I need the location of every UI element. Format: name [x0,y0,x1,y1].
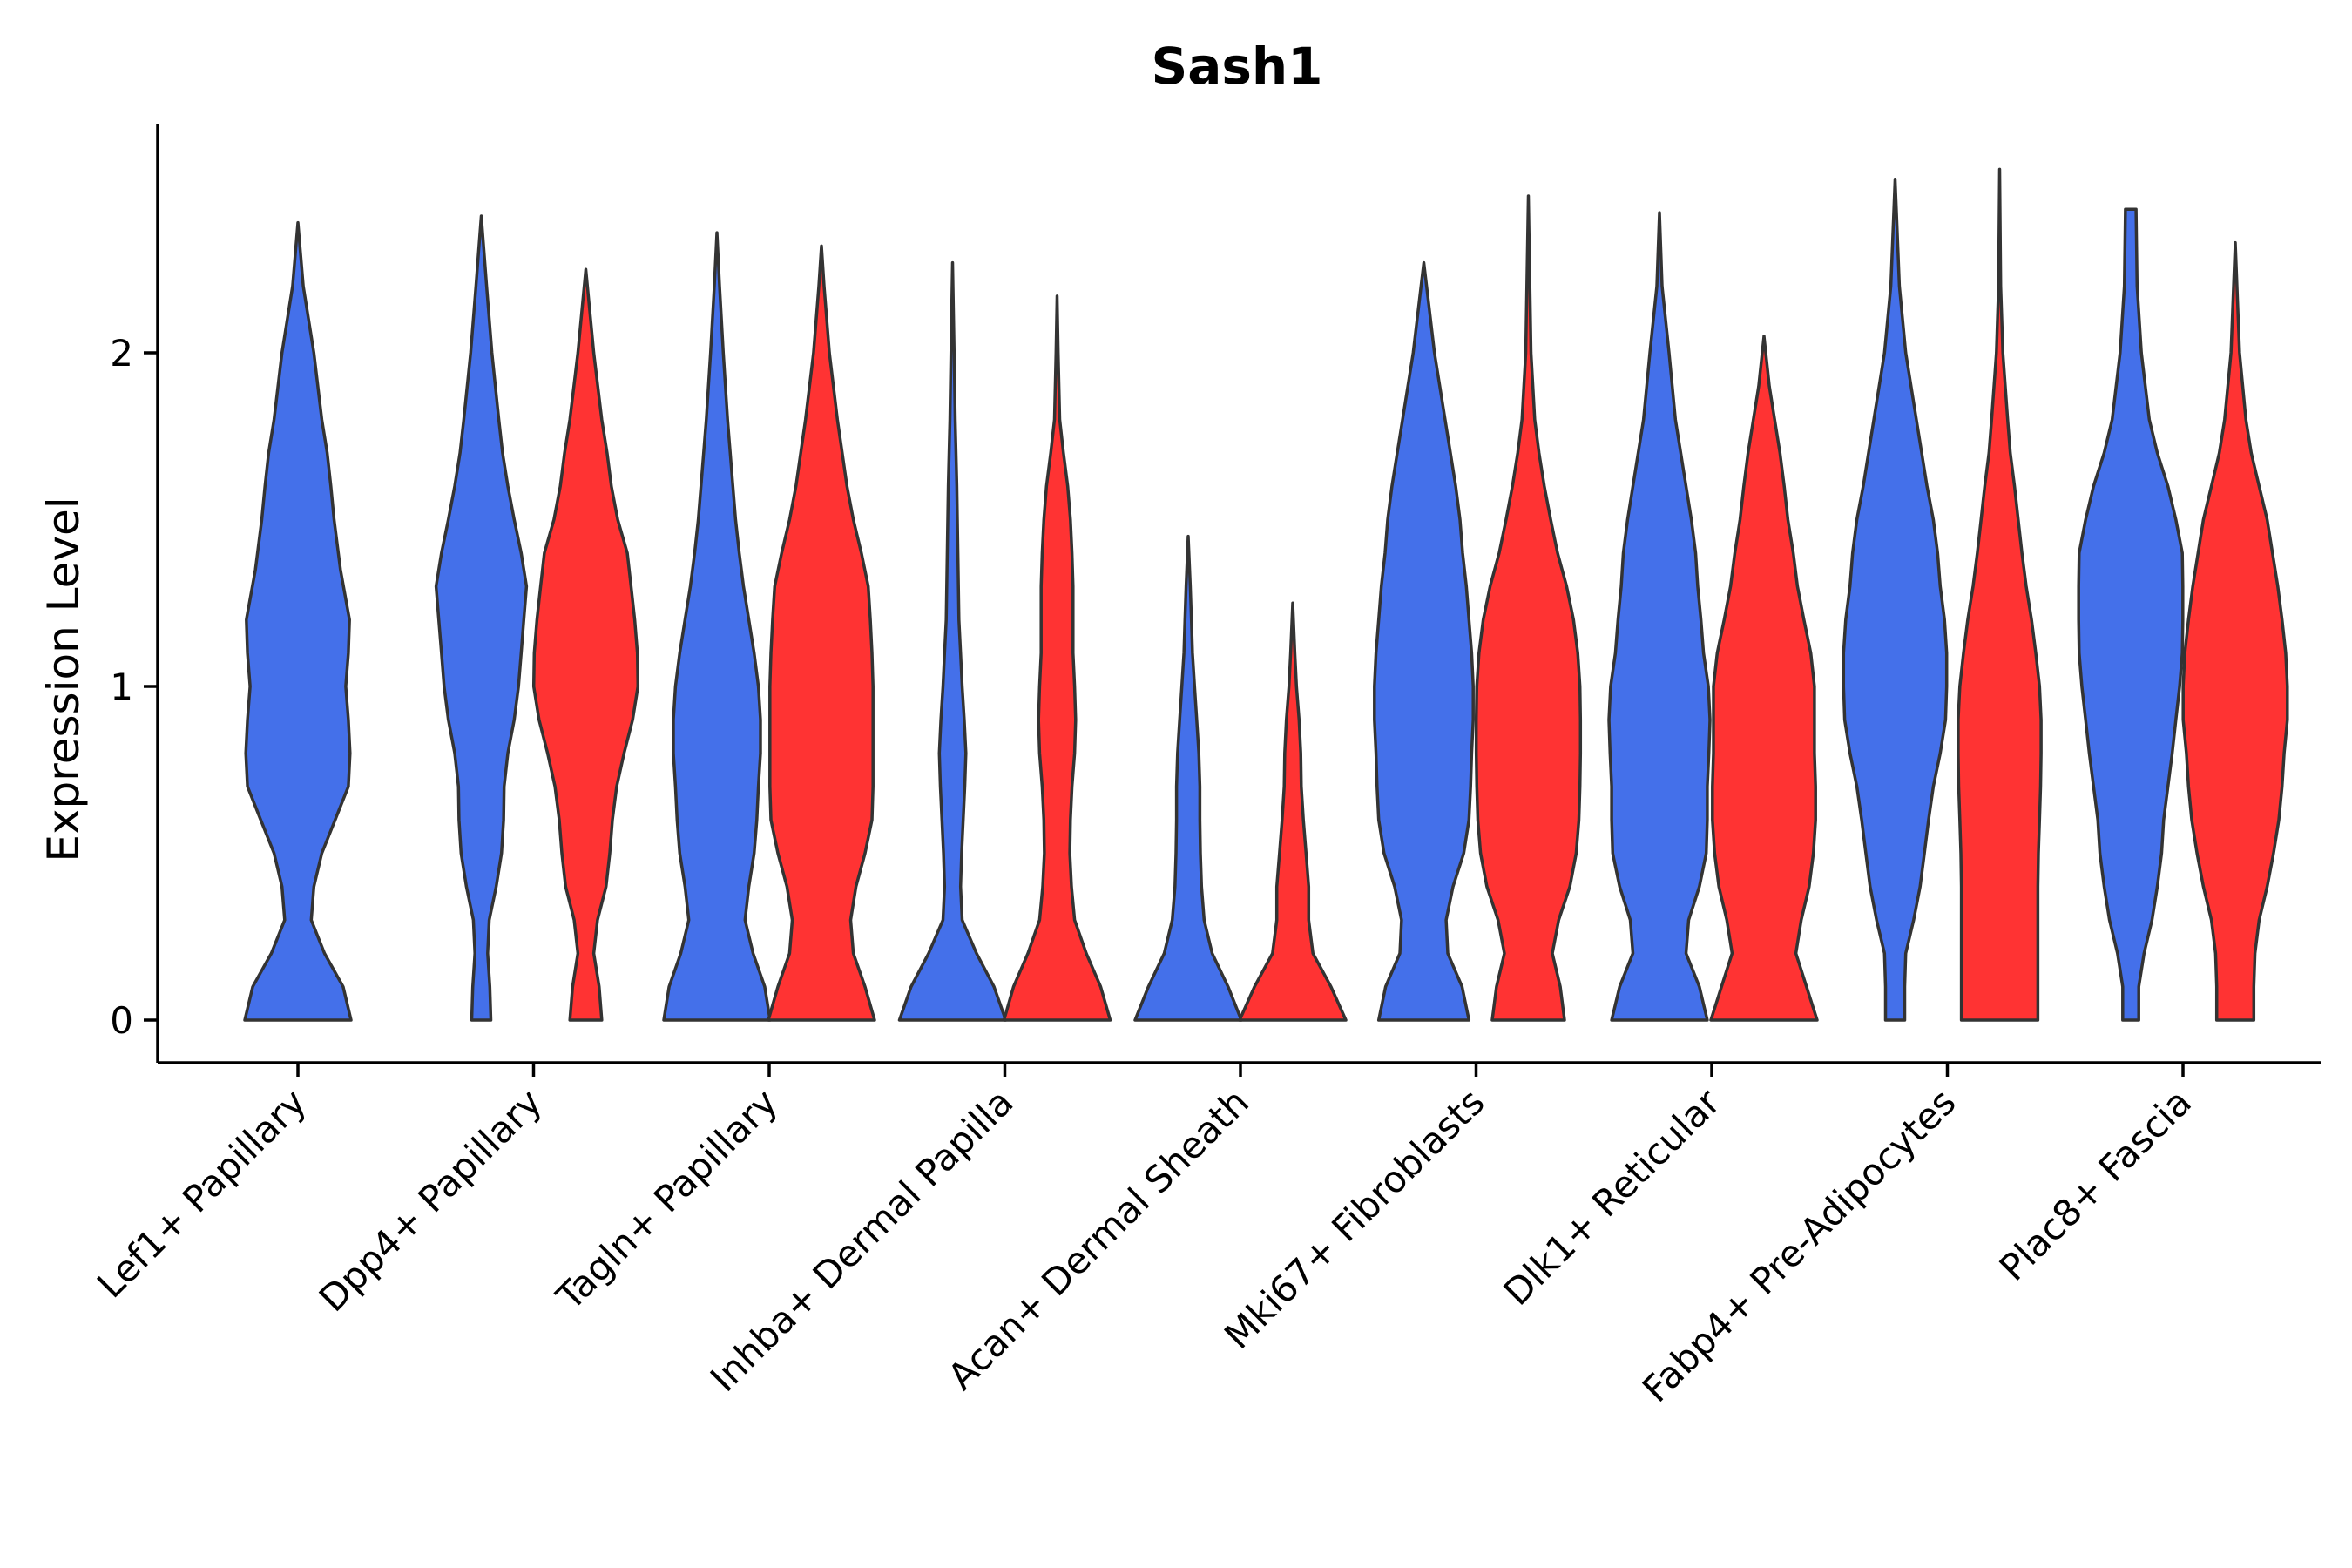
violin-7-group_1 [1842,178,1949,1022]
x-tick-label-8: Plac8+ Fascia [1991,1080,2200,1288]
violin-8-group_1 [2077,207,2185,1022]
y-tick-label-1: 1 [110,666,133,708]
violin-5-group_2 [1474,194,1583,1022]
violin-3-group_1 [897,260,1008,1022]
violin-1-group_1 [434,214,529,1022]
y-ticks: 0 1 2 [110,332,158,1042]
y-tick-label-0: 0 [110,999,133,1042]
x-tick-label-6: Dlk1+ Reticular [1496,1080,1729,1314]
violin-4-group_2 [1238,601,1348,1022]
violin-1-group_2 [531,267,640,1022]
violin-0-group_1 [243,220,353,1022]
x-tick-label-0: Lef1+ Papillary [89,1080,314,1306]
violin-3-group_2 [1002,294,1112,1022]
violin-4-group_1 [1133,534,1243,1022]
violin-5-group_1 [1373,260,1475,1022]
violin-8-group_2 [2181,240,2289,1022]
violin-2-group_1 [662,231,772,1022]
violin-6-group_2 [1709,335,1819,1022]
chart-title: Sash1 [1151,37,1322,96]
y-axis-label: Expression Level [38,497,89,862]
x-tick-label-5: Mki67+ Fibroblasts [1216,1080,1492,1356]
y-tick-label-2: 2 [110,332,133,375]
x-tick-label-2: Tagln+ Papillary [548,1080,786,1318]
violin-6-group_1 [1607,211,1712,1022]
violin-7-group_2 [1957,167,2043,1022]
violins-layer [243,167,2289,1022]
x-tick-label-1: Dpp4+ Papillary [311,1080,551,1320]
violin-2-group_2 [767,244,876,1022]
